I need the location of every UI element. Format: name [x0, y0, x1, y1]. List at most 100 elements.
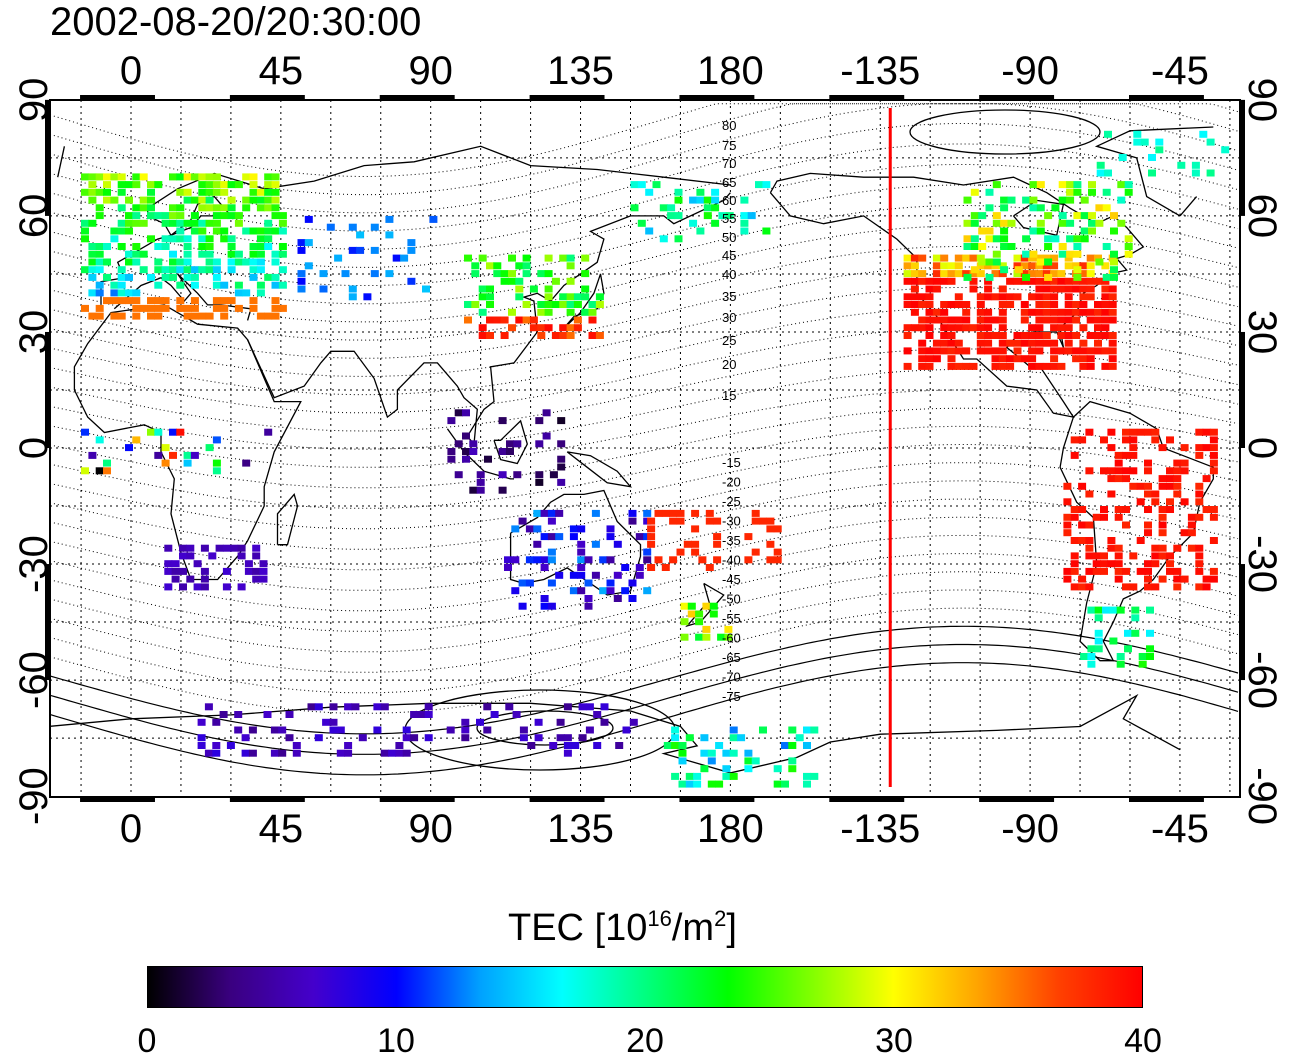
mlat-contour: [50, 571, 1239, 673]
tec-point: [117, 173, 126, 181]
tec-point: [1044, 258, 1053, 266]
lon-tick-label: -90: [1001, 807, 1059, 851]
tec-point: [910, 293, 919, 301]
tec-point: [1063, 521, 1072, 529]
tec-point: [1114, 552, 1123, 560]
tec-point: [176, 266, 185, 274]
tec-point: [1209, 436, 1218, 444]
tec-point: [271, 173, 280, 181]
tec-point: [729, 734, 738, 742]
tec-point: [613, 571, 622, 579]
tec-point: [278, 266, 287, 274]
tec-point: [691, 540, 700, 548]
tec-point: [125, 289, 133, 297]
tec-point: [1028, 355, 1037, 363]
tec-point: [1166, 506, 1174, 513]
tec-point: [220, 312, 229, 320]
tec-point: [1085, 567, 1094, 575]
tec-point: [264, 312, 273, 320]
tec-point: [407, 277, 416, 285]
tec-point: [95, 467, 104, 475]
tec-point: [508, 324, 516, 332]
frame-bar: [679, 95, 755, 100]
tec-point: [1195, 583, 1204, 591]
tec-point: [220, 281, 229, 289]
tec-point: [402, 734, 411, 742]
tec-point: [110, 312, 119, 320]
tec-point: [1058, 212, 1067, 220]
tec-point: [1101, 262, 1110, 270]
coastline: [247, 192, 731, 446]
tec-point: [700, 749, 709, 757]
tec-point: [991, 355, 1000, 363]
tec-point: [566, 324, 575, 332]
tec-point: [271, 304, 280, 312]
lat-tick-label: 90: [12, 78, 56, 123]
tec-point: [713, 556, 722, 564]
tec-point: [1108, 339, 1117, 347]
tec-point: [132, 304, 141, 312]
tec-point: [344, 749, 353, 757]
tec-point: [535, 440, 544, 448]
tec-point: [271, 297, 280, 305]
mlat-contour: [50, 625, 1239, 735]
tec-point: [1094, 645, 1103, 653]
frame-bar: [1240, 564, 1245, 681]
tec-point: [103, 173, 111, 181]
tec-point: [1087, 606, 1096, 614]
tec-point: [1158, 475, 1167, 483]
contour-label: -45: [722, 572, 741, 587]
tec-point: [762, 227, 771, 235]
tec-point: [903, 332, 912, 339]
tec-point: [88, 250, 97, 258]
tec-point: [212, 212, 221, 220]
tec-point: [234, 250, 243, 258]
tec-point: [363, 293, 372, 301]
tec-point: [478, 324, 487, 332]
tec-point: [154, 428, 163, 436]
tec-point: [205, 196, 214, 204]
tec-point: [903, 262, 912, 270]
tec-point: [1124, 181, 1133, 189]
frame-bar: [829, 797, 905, 802]
tec-point: [1107, 544, 1116, 552]
tec-point: [278, 304, 287, 312]
tec-point: [1028, 262, 1037, 270]
tec-point: [985, 227, 994, 235]
tec-point: [176, 219, 185, 227]
tec-point: [1044, 243, 1053, 250]
tec-point: [696, 227, 705, 235]
tec-point: [190, 219, 199, 227]
tec-point: [171, 560, 180, 568]
tec-point: [493, 262, 502, 270]
tec-point: [205, 173, 214, 181]
tec-point: [373, 703, 382, 711]
tec-point: [278, 281, 287, 289]
tec-point: [171, 567, 180, 575]
tec-point: [932, 316, 941, 324]
tec-point: [139, 304, 148, 312]
tec-point: [478, 285, 487, 293]
tec-point: [1136, 567, 1145, 575]
tec-point: [1085, 428, 1094, 436]
tec-point: [932, 285, 941, 293]
tec-point: [1101, 293, 1110, 301]
tec-point: [722, 772, 731, 780]
lon-tick-label: 90: [408, 49, 453, 93]
tec-point: [147, 312, 155, 320]
tec-point: [249, 304, 258, 312]
tec-point: [1195, 444, 1204, 452]
tec-point: [186, 552, 195, 560]
tec-point: [518, 579, 527, 587]
tec-point: [1050, 355, 1059, 363]
mlat-contour: [50, 103, 1239, 177]
tec-point: [278, 243, 287, 250]
tec-point: [744, 749, 753, 757]
tec-point: [212, 459, 221, 467]
tec-point: [356, 246, 365, 254]
tec-point: [674, 212, 683, 220]
tec-point: [1064, 285, 1073, 293]
tec-point: [81, 428, 89, 436]
tec-point: [537, 324, 546, 332]
tec-point: [588, 301, 597, 308]
